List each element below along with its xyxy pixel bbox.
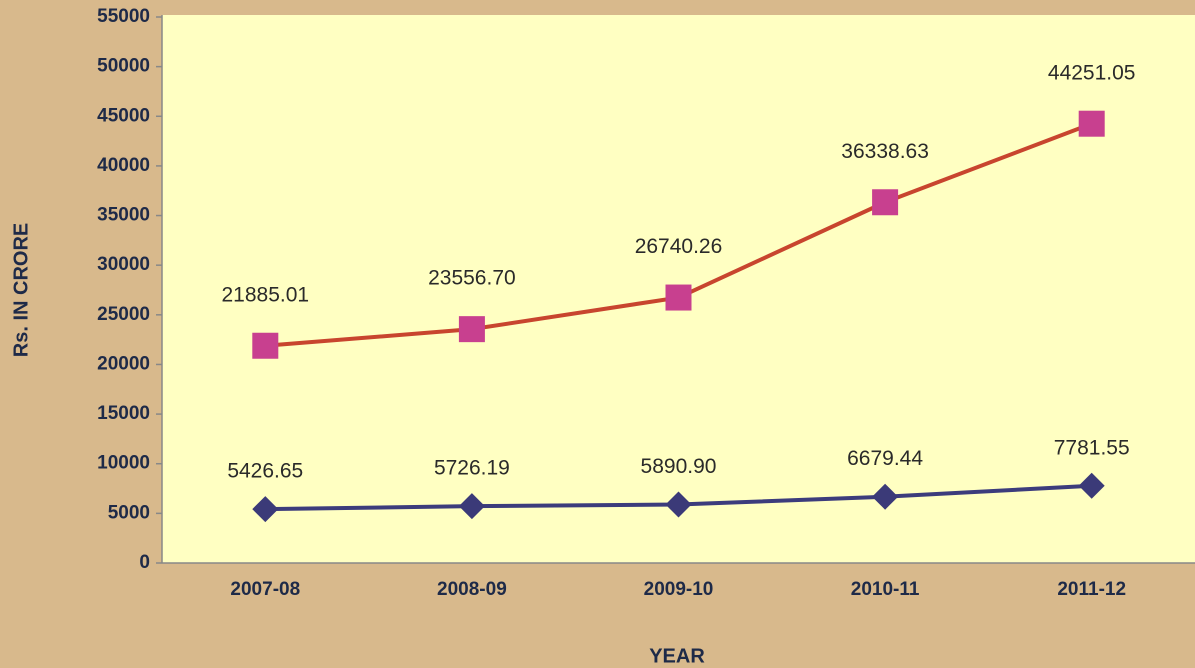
marker	[1078, 110, 1105, 137]
data-label: 26740.26	[635, 235, 723, 258]
y-tick-label: 50000	[97, 56, 150, 77]
y-tick-label: 40000	[97, 155, 150, 176]
marker	[665, 284, 692, 311]
data-label: 5426.65	[227, 460, 303, 483]
y-tick-label: 10000	[97, 453, 150, 474]
y-tick-label: 5000	[108, 502, 150, 523]
x-tick-label: 2011-12	[1057, 579, 1126, 600]
data-label: 21885.01	[222, 283, 310, 306]
data-label: 44251.05	[1048, 61, 1136, 84]
x-tick-label: 2007-08	[230, 579, 300, 600]
marker	[252, 332, 279, 359]
y-tick-label: 30000	[97, 254, 150, 275]
data-label: 5890.90	[641, 455, 717, 478]
marker	[1078, 472, 1105, 499]
marker	[665, 491, 692, 518]
marker	[872, 189, 899, 216]
data-label: 6679.44	[847, 447, 923, 470]
y-tick-label: 35000	[97, 205, 150, 226]
marker	[252, 496, 279, 523]
data-label: 23556.70	[428, 267, 516, 290]
marker	[458, 316, 485, 343]
x-axis-title: YEAR	[649, 645, 705, 667]
y-tick-label: 45000	[97, 105, 150, 126]
x-tick-label: 2009-10	[644, 579, 714, 600]
y-tick-label: 15000	[97, 403, 150, 424]
data-label: 5726.19	[434, 457, 510, 480]
y-tick-label: 55000	[97, 6, 150, 27]
marker	[872, 483, 899, 510]
x-tick-label: 2008-09	[437, 579, 507, 600]
y-tick-label: 0	[139, 552, 150, 573]
x-tick-label: 2010-11	[851, 579, 920, 600]
marker	[458, 493, 485, 520]
data-label: 7781.55	[1054, 436, 1130, 459]
data-label: 36338.63	[841, 140, 929, 163]
y-tick-label: 20000	[97, 353, 150, 374]
y-axis-title: Rs. IN CRORE	[10, 223, 32, 357]
y-tick-label: 25000	[97, 304, 150, 325]
